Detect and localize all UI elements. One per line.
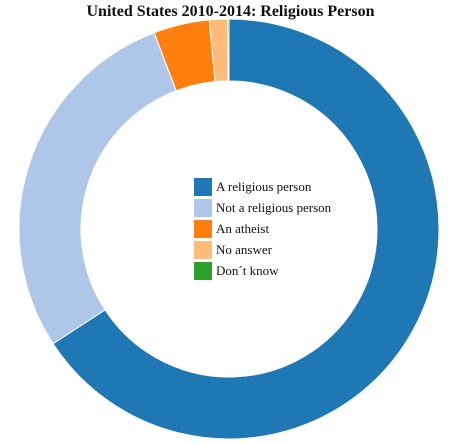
legend-swatch (194, 178, 212, 196)
legend-label: An atheist (216, 221, 269, 236)
legend-swatch (194, 199, 212, 217)
legend-label: A religious person (216, 179, 312, 194)
slice-not-a-religious-person[interactable] (18, 32, 177, 345)
slice-a-religious-person[interactable] (52, 18, 440, 440)
legend: A religious person Not a religious person… (194, 178, 332, 280)
slice-don-t-know[interactable] (227, 18, 230, 82)
chart-title: United States 2010-2014: Religious Perso… (86, 3, 375, 20)
donut-slices (18, 18, 440, 440)
legend-swatch (194, 220, 212, 238)
legend-label: Don´t know (216, 263, 279, 278)
legend-swatch (194, 262, 212, 280)
legend-label: Not a religious person (216, 200, 332, 215)
legend-swatch (194, 241, 212, 259)
legend-label: No answer (216, 242, 273, 257)
